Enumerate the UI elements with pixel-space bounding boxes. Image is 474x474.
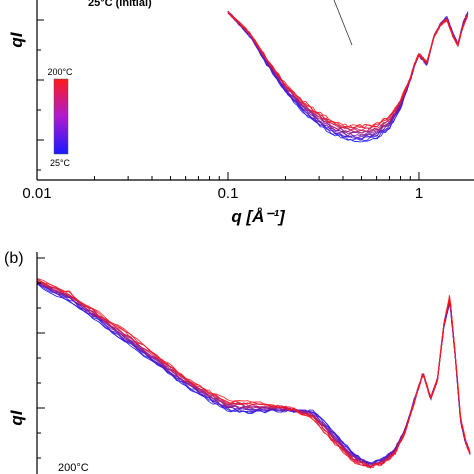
panel-b-series-187C — [36, 277, 471, 469]
panel-a-colorbar: 200°C 25°C — [47, 67, 73, 168]
panel-b-series-92C — [36, 282, 471, 466]
panel-a-initial-annotation: 25°C (initial) — [88, 0, 152, 9]
colorbar-top-label: 200°C — [47, 67, 73, 77]
panel-b: (b) qI 200°C — [4, 250, 471, 474]
colorbar-gradient — [53, 78, 69, 155]
panel-b-series-146C — [36, 280, 471, 468]
panel-a-series-119C — [227, 11, 469, 134]
panel-b-series-25C — [36, 283, 471, 466]
panel-b-series-106C — [36, 280, 471, 467]
panel-a-x-tick-label-1: 0.1 — [218, 185, 239, 202]
panel-b-y-ticks — [37, 257, 45, 459]
panel-a-x-tick-label-2: 1 — [415, 185, 423, 202]
panel-a-annotation-pointer — [333, 0, 353, 46]
panel-a-x-ticks — [36, 19, 420, 180]
panel-b-y-axis-title: qI — [7, 409, 26, 425]
panel-b-series-133C — [36, 281, 471, 467]
panel-a-series-187C — [227, 10, 469, 129]
panel-b-series-200C — [36, 279, 471, 468]
panel-b-series-38C — [36, 282, 471, 464]
panel-b-label: (b) — [4, 250, 24, 267]
panel-a-x-tick-label-0: 0.01 — [22, 185, 51, 202]
panel-a-series-group — [227, 10, 469, 143]
panel-a-series-160C — [227, 11, 469, 131]
panel-a-series-200C — [227, 12, 469, 128]
panel-b-series-79C — [36, 281, 471, 467]
panel-a-axes — [36, 0, 474, 181]
panel-b-series-173C — [36, 278, 471, 468]
panel-b-series-119C — [36, 280, 471, 467]
panel-a-series-25C — [227, 12, 469, 143]
panel-a-series-92C — [227, 11, 469, 137]
panel-a-series-106C — [227, 10, 468, 136]
panel-b-temperature-annotation: 200°C — [58, 462, 89, 474]
panel-a-series-65C — [227, 11, 469, 140]
panel-a-y-axis-title: qI — [7, 31, 26, 47]
panel-b-series-65C — [36, 283, 471, 464]
panel-a-series-38C — [227, 12, 469, 141]
panel-a-series-79C — [227, 11, 469, 138]
panel-b-series-52C — [36, 282, 471, 466]
panel-a-series-173C — [227, 12, 469, 129]
panel-a-x-axis-title: q [Å⁻¹] — [231, 207, 286, 226]
panel-a: 0.01 0.1 1 q [Å⁻¹] qI 25°C (initial) 200… — [7, 0, 474, 226]
colorbar-bottom-label: 25°C — [50, 158, 71, 168]
panel-a-series-52C — [227, 12, 469, 140]
panel-a-series-133C — [227, 11, 469, 134]
panel-a-series-146C — [227, 10, 469, 132]
panel-b-series-160C — [36, 280, 471, 469]
panel-b-series-group — [36, 277, 471, 469]
